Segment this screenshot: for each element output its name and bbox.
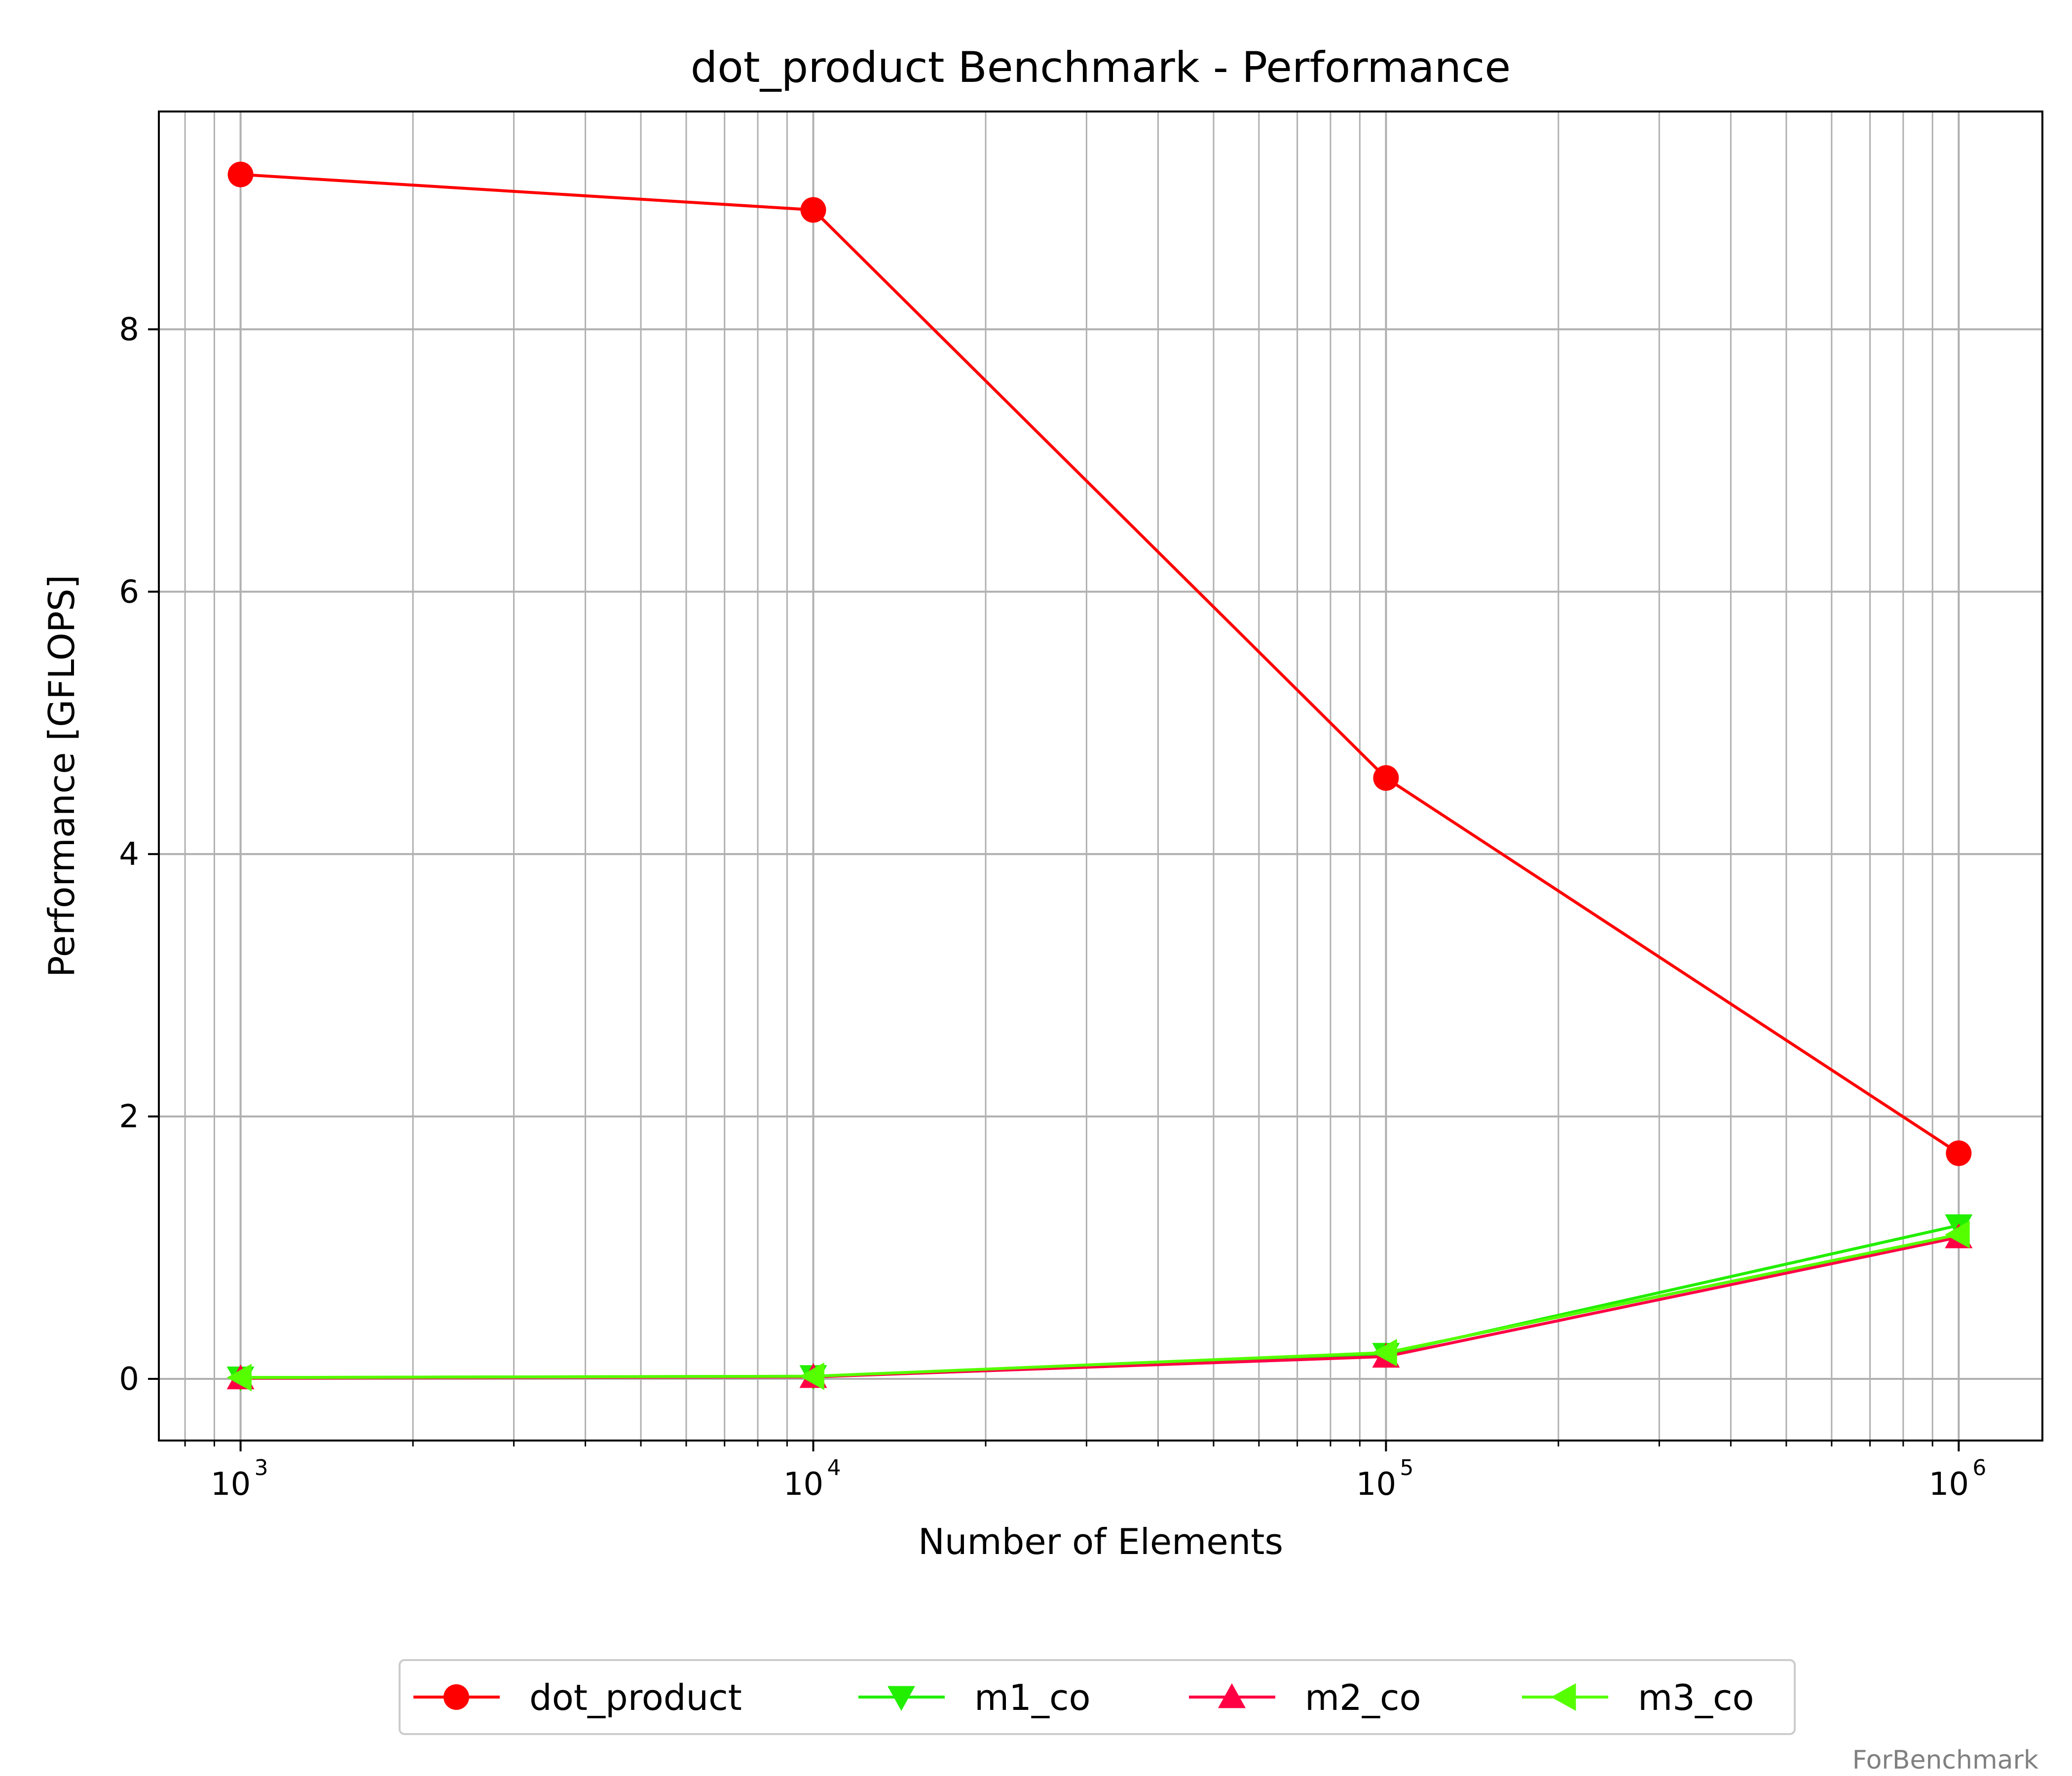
y-tick-label: 6 (119, 574, 139, 610)
data-point (227, 161, 254, 187)
x-tick-label: 10 (1929, 1466, 1969, 1503)
data-point (799, 1362, 824, 1390)
legend-swatch-marker (888, 1686, 915, 1711)
x-tick-exponent: 5 (1400, 1455, 1413, 1480)
x-tick-label: 10 (211, 1466, 251, 1503)
legend-item-m1_co: m1_co (858, 1677, 1091, 1718)
data-point (800, 197, 826, 223)
chart-title: dot_product Benchmark - Performance (691, 43, 1511, 92)
legend-label: dot_product (529, 1677, 742, 1718)
legend-swatch-marker (1551, 1683, 1576, 1711)
legend-label: m3_co (1638, 1677, 1754, 1718)
plot-area (226, 161, 1973, 1392)
series-line (240, 1223, 1960, 1379)
data-point (1372, 1338, 1397, 1367)
y-tick-label: 4 (119, 836, 139, 873)
y-tick-label: 0 (119, 1361, 139, 1398)
data-point (1946, 1140, 1972, 1166)
x-tick-exponent: 6 (1972, 1455, 1986, 1480)
data-point (1945, 1221, 1970, 1249)
series-line (240, 1233, 1959, 1379)
y-tick-label: 8 (119, 311, 139, 348)
series-dot_product (227, 161, 1972, 1166)
grid (159, 111, 2042, 1441)
axes-frame (158, 111, 2043, 1442)
series-line (240, 1235, 1959, 1380)
y-tick-label: 2 (119, 1099, 139, 1135)
x-tick-exponent: 3 (255, 1455, 268, 1480)
y-axis-label: Performance [GFLOPS] (41, 575, 82, 977)
legend-item-m2_co: m2_co (1189, 1677, 1421, 1718)
data-point (1373, 765, 1399, 791)
legend: dot_product m1_co m2_co m3_co (399, 1659, 1796, 1735)
watermark: ForBenchmark (1852, 1745, 2038, 1775)
legend-swatch-marker (1218, 1683, 1246, 1708)
data-point (226, 1364, 252, 1392)
series-m3_co (226, 1221, 1970, 1392)
legend-item-m3_co: m3_co (1522, 1677, 1754, 1718)
x-axis-label: Number of Elements (918, 1521, 1283, 1562)
legend-label: m1_co (974, 1677, 1091, 1718)
legend-item-dot_product: dot_product (413, 1677, 742, 1718)
x-tick-exponent: 4 (827, 1455, 841, 1480)
legend-frame (399, 1659, 1796, 1735)
legend-swatch-marker (444, 1684, 469, 1710)
x-tick-label: 10 (1356, 1466, 1396, 1503)
series-line (240, 173, 1960, 1155)
x-tick-label: 10 (783, 1466, 823, 1503)
legend-label: m2_co (1305, 1677, 1421, 1718)
